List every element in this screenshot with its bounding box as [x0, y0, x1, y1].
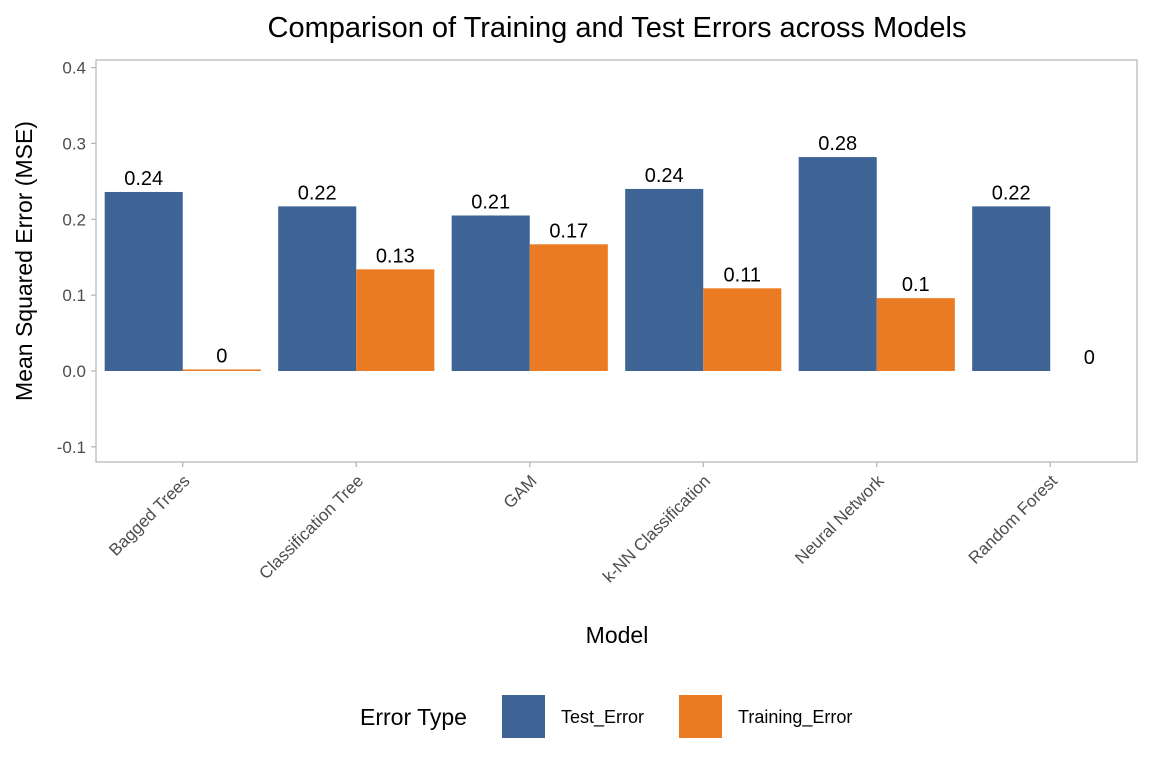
bar-training-error: [182, 369, 261, 371]
bar-data-label: 0.22: [992, 182, 1031, 204]
y-tick-label: 0.4: [62, 59, 86, 78]
x-tick-label: k-NN Classification: [599, 471, 714, 586]
bar-data-label: 0.24: [645, 165, 684, 187]
x-axis-title: Model: [586, 622, 649, 648]
bar-data-label: 0.28: [818, 133, 857, 155]
bar-training-error: [876, 298, 955, 371]
legend-label-test-error: Test_Error: [561, 707, 644, 728]
legend-swatch-training-error: [679, 695, 722, 738]
bar-test-error: [278, 206, 357, 371]
bar-data-label: 0.13: [376, 245, 415, 267]
bar-data-label: 0.21: [471, 191, 510, 213]
bar-data-label: 0: [1084, 347, 1095, 369]
bar-data-label: 0: [216, 345, 227, 367]
bar-data-label: 0.17: [549, 220, 588, 242]
bar-test-error: [104, 191, 183, 371]
y-axis-title: Mean Squared Error (MSE): [11, 121, 37, 401]
y-tick-label: 0.2: [62, 210, 86, 229]
bar-test-error: [625, 188, 704, 371]
plot-panel: [95, 59, 1138, 463]
bar-data-label: 0.11: [724, 264, 761, 286]
bar-test-error: [972, 206, 1051, 371]
legend-title: Error Type: [360, 704, 467, 730]
bar-test-error: [451, 215, 530, 371]
bar-data-label: 0.1: [902, 274, 930, 296]
bar-training-error: [529, 244, 608, 371]
bars: [104, 157, 1051, 371]
y-tick-label: 0.0: [62, 362, 86, 381]
bar-training-error: [356, 269, 435, 371]
x-tick-label: Random Forest: [965, 471, 1061, 567]
y-tick-label: 0.1: [62, 286, 86, 305]
x-tick-label: Classification Tree: [255, 471, 367, 583]
bar-test-error: [798, 157, 877, 371]
bar-training-error: [703, 288, 782, 371]
legend-swatch-test-error: [502, 695, 545, 738]
x-tick-label: Bagged Trees: [105, 471, 193, 559]
legend-label-training-error: Training_Error: [738, 707, 852, 728]
bar-labels: 0.24 0 0.22 0.13 0.21 0.17 0.24 0.11 0.28 0.1 0.22…: [124, 133, 1095, 369]
x-axis: Bagged Trees Classification Tree GAM k-NN C…: [105, 462, 1061, 586]
x-tick-label: Neural Network: [791, 471, 888, 568]
y-tick-label: -0.1: [57, 438, 86, 457]
chart-title: Comparison of Training and Test Errors a…: [268, 12, 967, 44]
bar-data-label: 0.24: [124, 168, 163, 190]
y-axis: -0.1 0.0 0.1 0.2 0.3 0.4: [57, 59, 96, 457]
legend: Error Type Test_Error Training_Error: [360, 695, 852, 738]
bar-data-label: 0.22: [298, 182, 337, 204]
x-tick-label: GAM: [500, 471, 541, 512]
y-tick-label: 0.3: [62, 134, 86, 153]
